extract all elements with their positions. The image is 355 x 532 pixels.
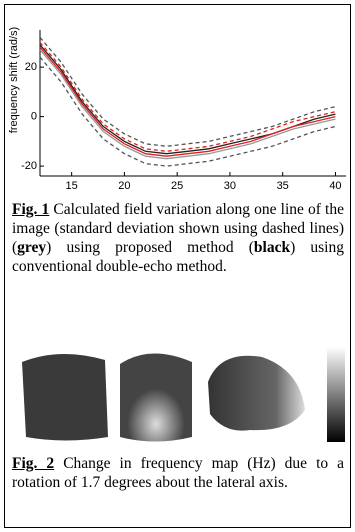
caption-text: Change in frequency map (Hz) due to a ro… <box>12 455 344 491</box>
y-axis-label: frequency shift (rad/s) <box>8 27 20 133</box>
x-tick-label: 40 <box>329 180 341 192</box>
brain-map <box>120 353 192 441</box>
x-tick-label: 15 <box>66 180 78 192</box>
figure1-caption: Fig. 1 Calculated field variation along … <box>12 200 344 276</box>
brain-map <box>22 354 108 441</box>
chart: frequency shift (rad/s) -20 0 20 15 20 25 30 35… <box>0 0 355 200</box>
x-tick-label: 35 <box>277 180 289 192</box>
caption-bold: black <box>254 239 290 256</box>
line-series <box>40 42 335 151</box>
y-tick-label: 20 <box>25 61 37 73</box>
figure2-caption: Fig. 2 Change in frequency map (Hz) due … <box>12 454 344 492</box>
caption-bold: grey <box>17 239 46 256</box>
caption-text: ) using proposed method ( <box>46 239 254 256</box>
x-tick-label: 20 <box>118 180 130 192</box>
figure-label: Fig. 1 <box>12 201 49 218</box>
line-series <box>40 45 335 154</box>
frequency-maps <box>0 342 355 452</box>
colorbar <box>327 347 345 442</box>
figure-label: Fig. 2 <box>12 455 54 472</box>
x-tick-label: 30 <box>224 180 236 192</box>
page: frequency shift (rad/s) -20 0 20 15 20 25 30 35… <box>0 0 355 532</box>
line-series <box>40 57 335 166</box>
y-tick-label: -20 <box>21 160 37 172</box>
brain-map <box>208 356 305 431</box>
y-tick-label: 0 <box>31 111 37 123</box>
x-tick-label: 25 <box>171 180 183 192</box>
